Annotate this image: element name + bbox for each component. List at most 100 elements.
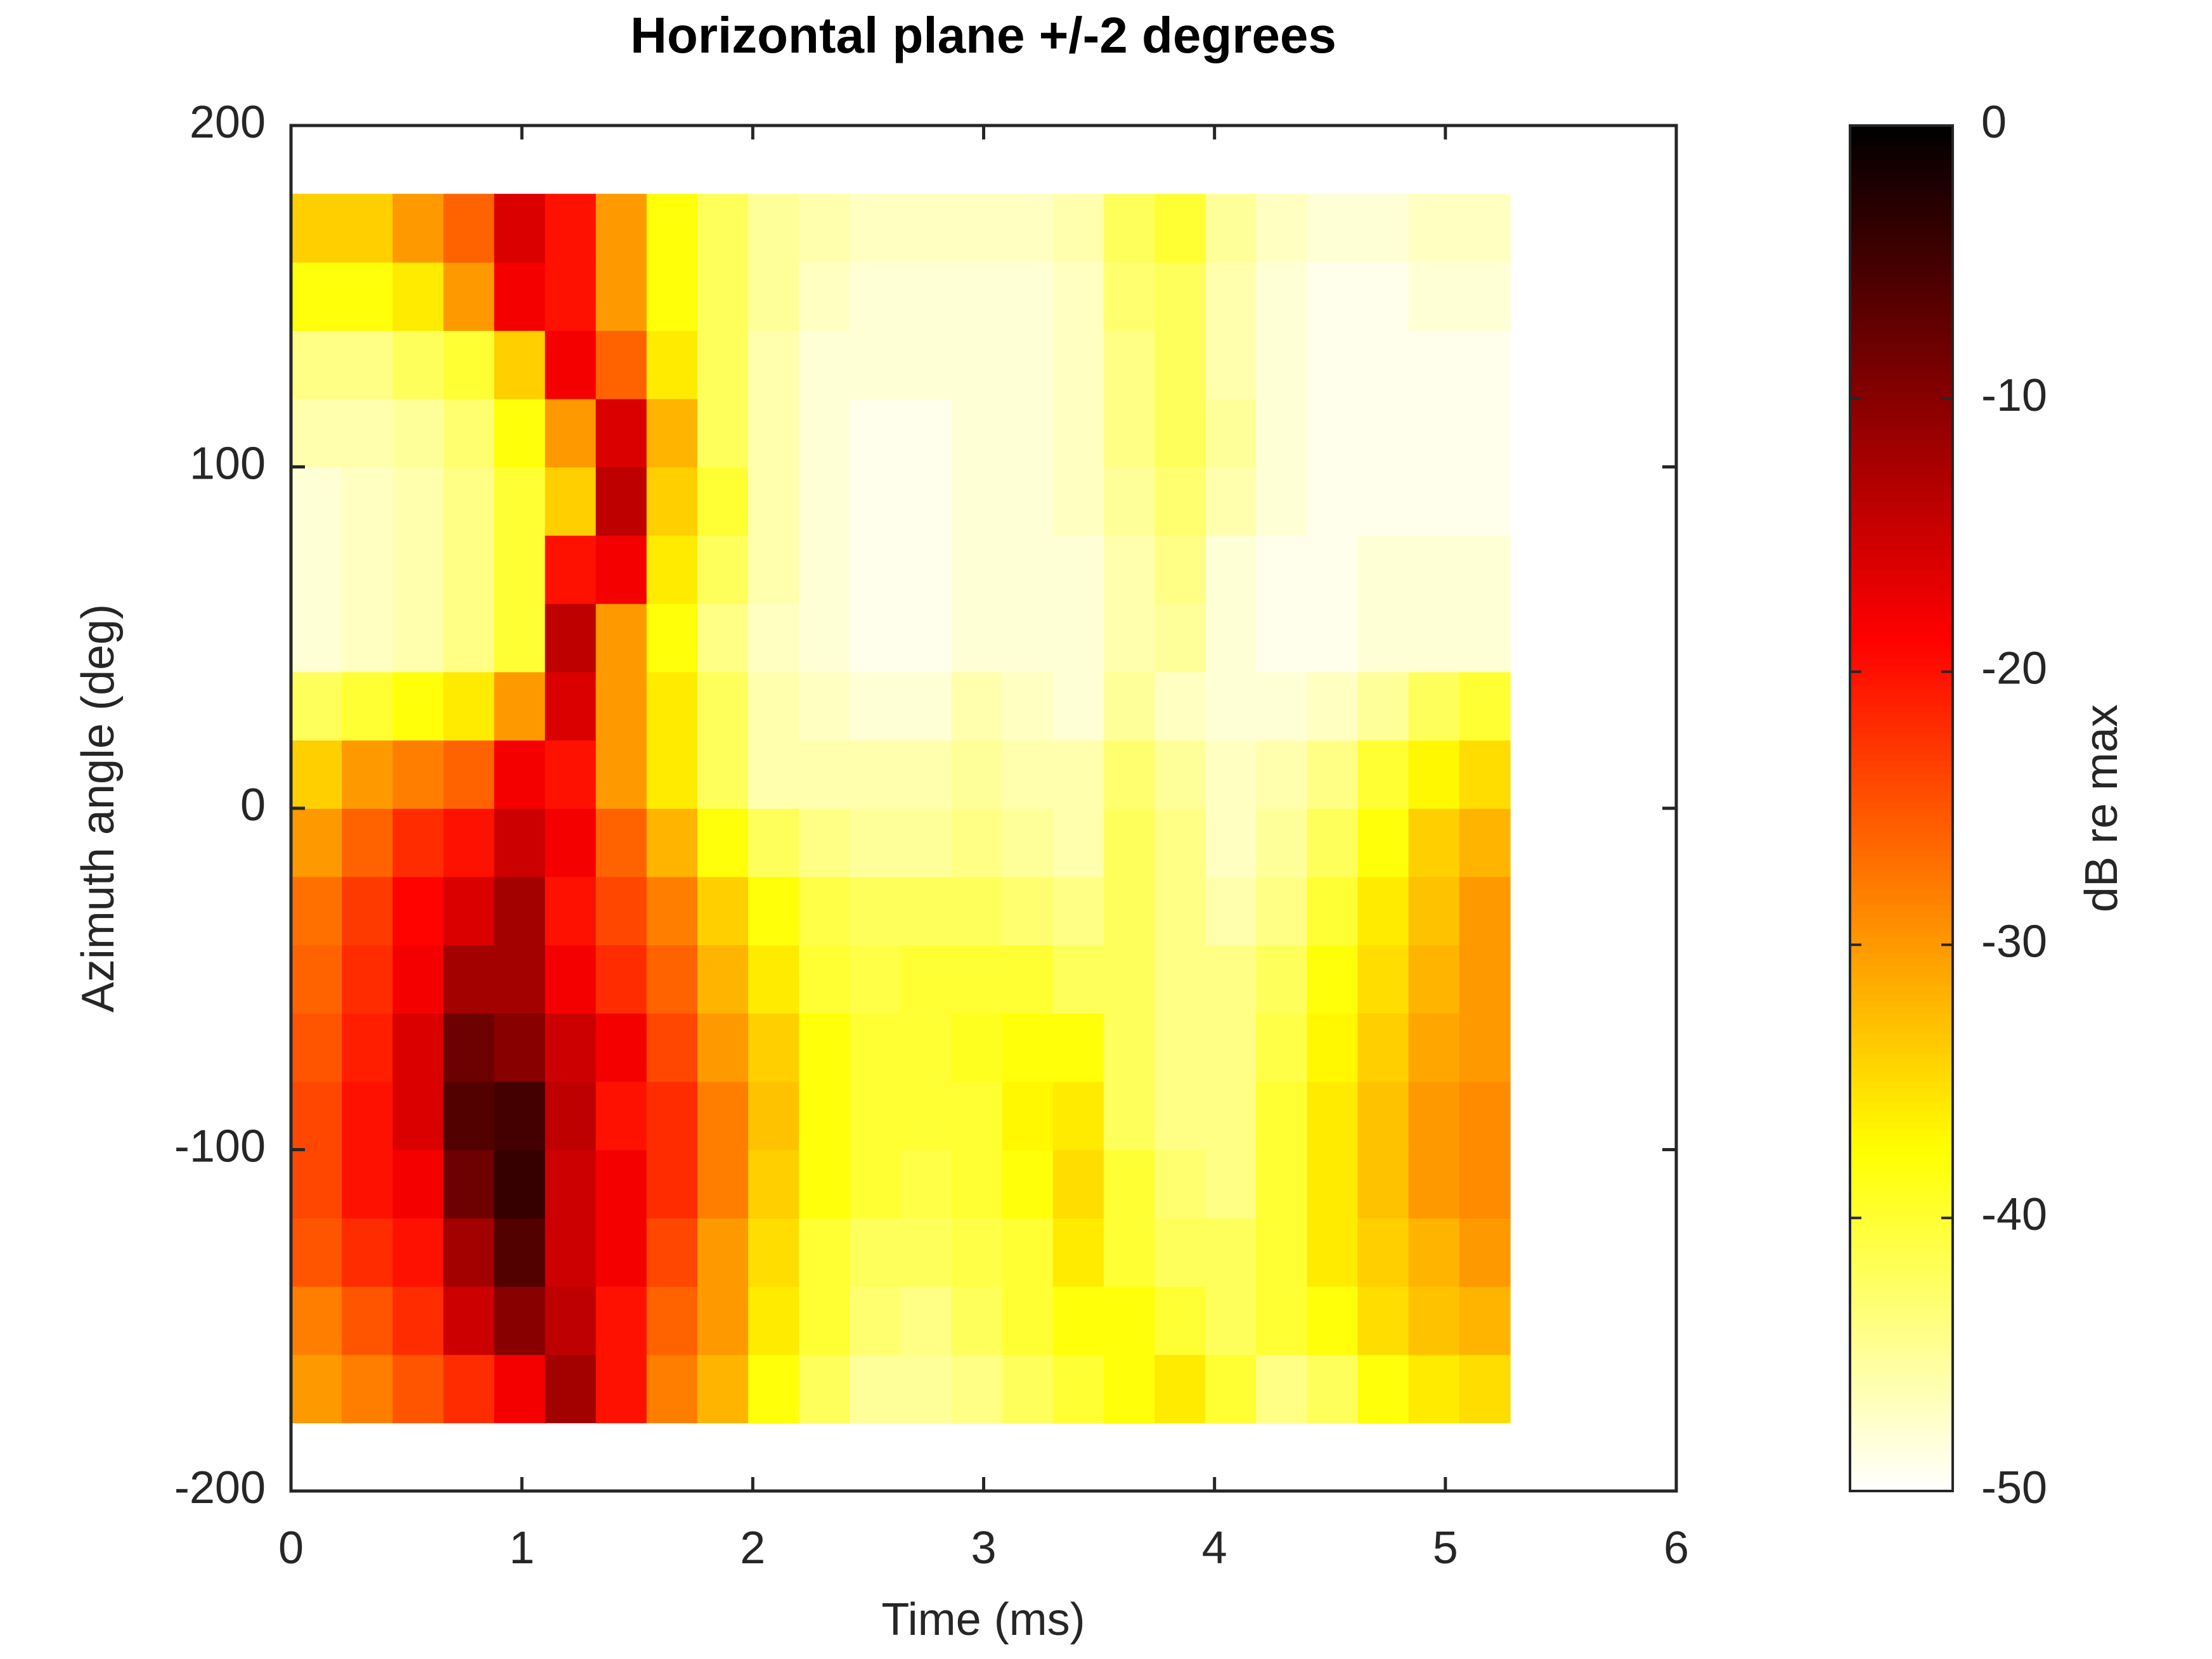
heatmap-cell — [545, 398, 597, 468]
heatmap-cell — [900, 535, 952, 604]
heatmap-cell — [646, 330, 698, 399]
heatmap-cell — [748, 1149, 799, 1218]
colorbar-swatch — [1850, 132, 1953, 140]
colorbar-swatch — [1850, 1293, 1953, 1301]
y-axis-label: Azimuth angle (deg) — [73, 604, 124, 1012]
heatmap-cell — [494, 1149, 546, 1218]
colorbar-swatch — [1850, 1211, 1953, 1218]
heatmap-cell — [1408, 193, 1460, 263]
heatmap-cell — [595, 262, 647, 331]
heatmap-cell — [1408, 876, 1460, 946]
colorbar-swatch — [1850, 760, 1953, 768]
colorbar-swatch — [1850, 193, 1953, 202]
colorbar-swatch — [1850, 992, 1953, 1000]
colorbar-swatch — [1850, 747, 1953, 754]
heatmap-cell — [291, 808, 342, 877]
heatmap-cell — [1459, 945, 1511, 1014]
colorbar-swatch — [1850, 917, 1953, 925]
heatmap-cell — [291, 467, 342, 536]
colorbar-swatch — [1850, 1047, 1953, 1055]
colorbar-swatch — [1850, 774, 1953, 782]
colorbar-swatch — [1850, 1068, 1953, 1075]
heatmap-cell — [900, 1354, 952, 1424]
heatmap-cell — [748, 945, 799, 1014]
heatmap-cell — [1357, 535, 1409, 604]
heatmap-cell — [595, 1013, 647, 1082]
heatmap-cell — [392, 1218, 444, 1287]
heatmap-cell — [1002, 1081, 1054, 1151]
colorbar-swatch — [1850, 425, 1953, 434]
colorbar-swatch — [1850, 903, 1953, 912]
heatmap-cell — [951, 262, 1003, 331]
colorbar-swatch — [1850, 576, 1953, 584]
heatmap-cell — [850, 398, 902, 468]
heatmap-cell — [1103, 535, 1155, 604]
colorbar-swatch — [1850, 999, 1953, 1007]
heatmap-cell — [799, 740, 851, 809]
colorbar-swatch — [1850, 767, 1953, 775]
heatmap-cell — [1357, 330, 1409, 399]
heatmap-cell — [494, 535, 546, 604]
heatmap-cell — [1307, 535, 1359, 604]
heatmap-cell — [951, 945, 1003, 1014]
colorbar-swatch — [1850, 139, 1953, 147]
heatmap-cell — [1052, 808, 1104, 877]
heatmap-cell — [1307, 740, 1359, 809]
colorbar-swatch — [1850, 1238, 1953, 1246]
heatmap-cell — [900, 467, 952, 536]
heatmap-cell — [545, 262, 597, 331]
heatmap-cell — [799, 1081, 851, 1151]
heatmap-cell — [1357, 603, 1409, 673]
heatmap-cell — [697, 740, 749, 809]
heatmap-cell — [392, 398, 444, 468]
heatmap-cell — [1154, 808, 1206, 877]
heatmap-cell — [1307, 1013, 1359, 1082]
heatmap-cell — [494, 467, 546, 536]
heatmap-cell — [1256, 1081, 1308, 1151]
colorbar-swatch — [1850, 296, 1953, 304]
heatmap-cell — [1357, 808, 1409, 877]
colorbar-swatch — [1850, 453, 1953, 461]
heatmap-cell — [1154, 876, 1206, 946]
heatmap-cell — [1205, 398, 1257, 468]
heatmap-cell — [342, 330, 394, 399]
heatmap-cell — [646, 1149, 698, 1218]
colorbar-swatch — [1850, 207, 1953, 215]
heatmap-cell — [1052, 1013, 1104, 1082]
heatmap-cell — [1459, 1286, 1511, 1355]
heatmap-cell — [342, 193, 394, 263]
heatmap-cell — [1154, 262, 1206, 331]
heatmap-cell — [697, 603, 749, 673]
colorbar-swatch — [1850, 262, 1953, 269]
heatmap-cell — [646, 1286, 698, 1355]
colorbar-tick-label: -50 — [1981, 1462, 2047, 1513]
heatmap-cell — [494, 876, 546, 946]
x-tick-label: 2 — [740, 1523, 765, 1573]
colorbar-swatch — [1850, 1354, 1953, 1362]
colorbar-swatch — [1850, 1286, 1953, 1294]
heatmap-cell — [494, 1354, 546, 1424]
heatmap-cell — [595, 467, 647, 536]
heatmap-cell — [1052, 1081, 1104, 1151]
heatmap-cell — [392, 876, 444, 946]
heatmap-cell — [1103, 1081, 1155, 1151]
colorbar-swatch — [1850, 186, 1953, 195]
heatmap-cell — [1307, 603, 1359, 673]
x-tick-label: 4 — [1202, 1523, 1227, 1573]
colorbar-swatch — [1850, 487, 1953, 495]
heatmap-cell — [850, 876, 902, 946]
colorbar-swatch — [1850, 228, 1953, 236]
heatmap-cell — [1002, 945, 1054, 1014]
heatmap-cell — [1103, 330, 1155, 399]
heatmap-cell — [951, 330, 1003, 399]
heatmap-cell — [1205, 945, 1257, 1014]
heatmap-cell — [646, 876, 698, 946]
heatmap-cell — [799, 330, 851, 399]
heatmap-cell — [1256, 945, 1308, 1014]
heatmap-cell — [697, 671, 749, 741]
heatmap-cell — [850, 1286, 902, 1355]
colorbar-swatch — [1850, 200, 1953, 209]
colorbar-swatch — [1850, 910, 1953, 919]
heatmap-cell — [545, 1081, 597, 1151]
